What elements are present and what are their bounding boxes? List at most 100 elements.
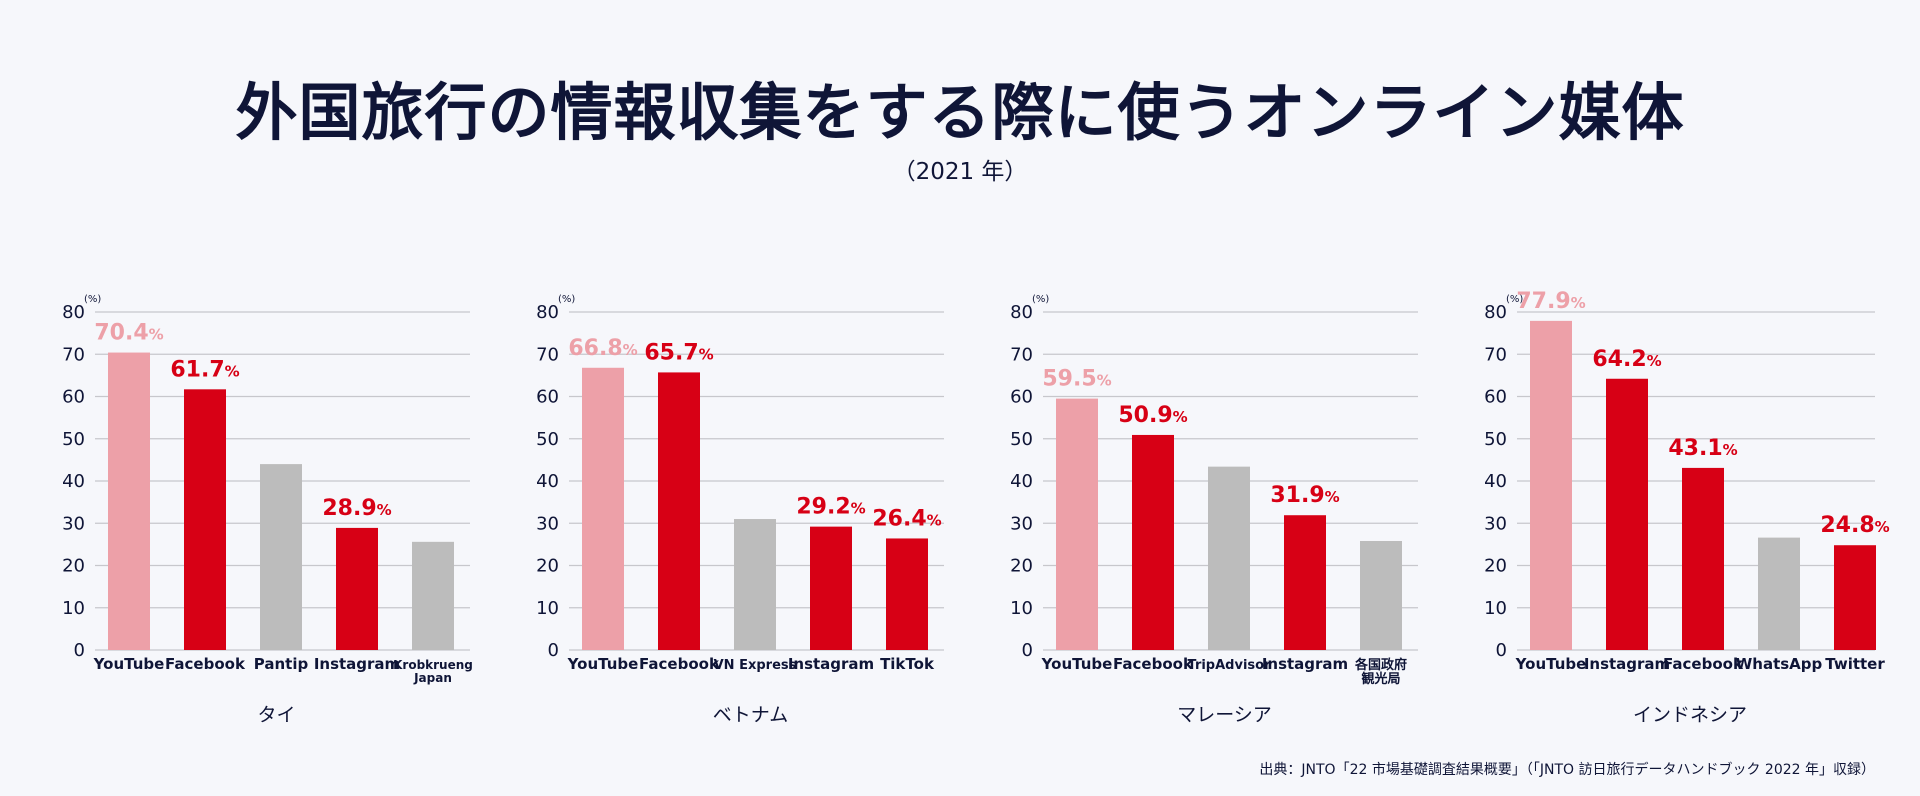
y-tick-label: 40 xyxy=(536,471,559,492)
y-tick-label: 70 xyxy=(1484,344,1507,365)
x-tick-label: Instagram xyxy=(788,655,874,673)
data-label: 31.9% xyxy=(1270,483,1339,508)
bar xyxy=(1758,537,1800,650)
bar xyxy=(1360,540,1402,650)
bar xyxy=(1682,467,1724,650)
y-tick-label: 50 xyxy=(1010,429,1033,450)
bar xyxy=(734,519,776,650)
chart-title: 外国旅行の情報収集をする際に使うオンライン媒体 xyxy=(235,76,1685,149)
y-tick-label: 10 xyxy=(62,598,85,619)
x-tick-label: 各国政府観光局 xyxy=(1354,657,1407,687)
data-label: 61.7% xyxy=(170,357,239,382)
y-tick-label: 60 xyxy=(62,387,85,408)
y-tick-label: 20 xyxy=(1010,556,1033,577)
y-tick-label: 40 xyxy=(62,471,85,492)
data-label: 64.2% xyxy=(1592,347,1661,372)
bar xyxy=(1132,434,1174,650)
y-tick-label: 70 xyxy=(62,344,85,365)
y-tick-label: 0 xyxy=(1496,640,1507,661)
x-tick-label: Instagram xyxy=(314,655,400,673)
y-tick-label: 80 xyxy=(62,302,85,323)
country-label: ベトナム xyxy=(713,704,788,726)
y-tick-label: 50 xyxy=(62,429,85,450)
data-label: 24.8% xyxy=(1820,513,1889,538)
bar xyxy=(108,352,150,650)
data-label: 77.9% xyxy=(1516,289,1585,314)
unit-label: (%) xyxy=(1032,294,1049,305)
y-tick-label: 60 xyxy=(1010,387,1033,408)
x-tick-label: Twitter xyxy=(1825,655,1885,673)
bar xyxy=(1530,320,1572,650)
unit-label: (%) xyxy=(84,294,101,305)
x-tick-label: YouTube xyxy=(93,655,165,673)
x-tick-label: Facebook xyxy=(1113,655,1194,673)
country-label: タイ xyxy=(257,704,295,726)
bar xyxy=(810,526,852,650)
x-tick-label: Facebook xyxy=(165,655,246,673)
bar xyxy=(1208,466,1250,650)
x-tick-label: VN Express xyxy=(714,658,797,673)
x-tick-label: Facebook xyxy=(639,655,720,673)
unit-label: (%) xyxy=(558,294,575,305)
y-tick-label: 20 xyxy=(1484,556,1507,577)
x-tick-label: TripAdvisor xyxy=(1188,658,1272,673)
y-tick-label: 80 xyxy=(1010,302,1033,323)
y-tick-label: 20 xyxy=(536,556,559,577)
data-label: 50.9% xyxy=(1118,403,1187,428)
country-label: マレーシア xyxy=(1177,704,1272,726)
data-label: 66.8% xyxy=(568,336,637,361)
y-tick-label: 50 xyxy=(1484,429,1507,450)
y-tick-label: 50 xyxy=(536,429,559,450)
bar xyxy=(336,527,378,650)
y-tick-label: 60 xyxy=(1484,387,1507,408)
x-tick-label: YouTube xyxy=(1041,655,1113,673)
bar xyxy=(582,367,624,650)
bar xyxy=(184,389,226,650)
y-tick-label: 60 xyxy=(536,387,559,408)
y-tick-label: 30 xyxy=(62,513,85,534)
x-tick-label: TikTok xyxy=(880,655,935,673)
y-tick-label: 10 xyxy=(1010,598,1033,619)
y-tick-label: 30 xyxy=(1010,513,1033,534)
data-label: 29.2% xyxy=(796,495,865,520)
bar xyxy=(1056,398,1098,650)
data-label: 65.7% xyxy=(644,340,713,365)
source-note: 出典：JNTO「22 市場基礎調査結果概要」（「JNTO 訪日旅行データハンドブ… xyxy=(1259,762,1875,778)
y-tick-label: 40 xyxy=(1484,471,1507,492)
x-tick-label: Instagram xyxy=(1262,655,1348,673)
y-tick-label: 30 xyxy=(1484,513,1507,534)
unit-label: (%) xyxy=(1506,294,1523,305)
data-label: 43.1% xyxy=(1668,436,1737,461)
data-label: 26.4% xyxy=(872,506,941,531)
x-tick-label: Pantip xyxy=(254,655,309,673)
x-tick-label: Facebook xyxy=(1663,655,1744,673)
y-tick-label: 10 xyxy=(1484,598,1507,619)
bar xyxy=(886,538,928,650)
y-tick-label: 10 xyxy=(536,598,559,619)
data-label: 59.5% xyxy=(1042,367,1111,392)
y-tick-label: 70 xyxy=(536,344,559,365)
y-tick-label: 0 xyxy=(74,640,85,661)
y-tick-label: 0 xyxy=(1022,640,1033,661)
y-tick-label: 0 xyxy=(548,640,559,661)
x-tick-label: YouTube xyxy=(1515,655,1587,673)
y-tick-label: 80 xyxy=(536,302,559,323)
y-tick-label: 30 xyxy=(536,513,559,534)
y-tick-label: 70 xyxy=(1010,344,1033,365)
bar xyxy=(412,541,454,650)
bar xyxy=(1834,545,1876,650)
bar xyxy=(658,372,700,650)
country-label: インドネシア xyxy=(1633,704,1747,726)
y-tick-label: 80 xyxy=(1484,302,1507,323)
x-tick-label: WhatsApp xyxy=(1736,655,1823,673)
chart-subtitle: （2021 年） xyxy=(892,159,1028,185)
y-tick-label: 20 xyxy=(62,556,85,577)
bar xyxy=(1284,515,1326,650)
y-tick-label: 40 xyxy=(1010,471,1033,492)
bar xyxy=(260,464,302,650)
bar xyxy=(1606,378,1648,650)
data-label: 28.9% xyxy=(322,496,391,521)
x-tick-label: YouTube xyxy=(567,655,639,673)
x-tick-label: Krobkrueng Japan xyxy=(393,658,473,685)
